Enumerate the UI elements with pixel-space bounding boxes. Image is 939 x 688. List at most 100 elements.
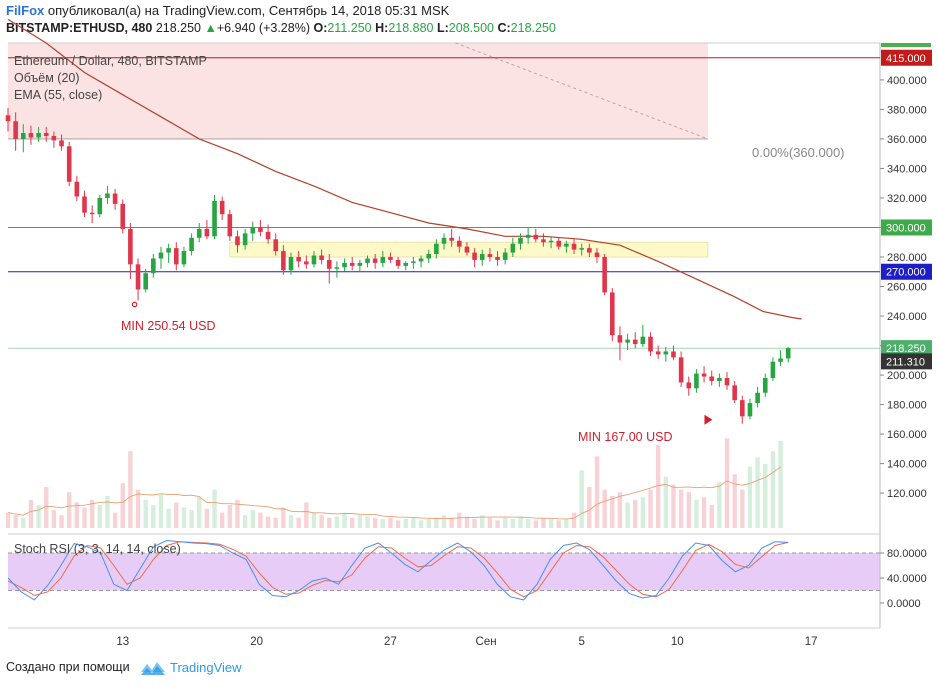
- candle-body: [326, 259, 332, 269]
- x-tick-label: 13: [116, 636, 129, 648]
- candle-body: [632, 339, 638, 345]
- candle: [518, 233, 523, 250]
- candle-body: [36, 133, 41, 138]
- candle-body: [663, 351, 669, 355]
- volume-bar: [135, 489, 141, 528]
- volume-bar: [158, 494, 164, 528]
- volume-bar: [395, 520, 401, 528]
- candle: [372, 254, 378, 269]
- candle: [181, 246, 187, 268]
- volume-bar: [74, 502, 80, 528]
- volume-bar: [678, 489, 684, 528]
- stoch-rsi-pane: [7, 539, 789, 601]
- candle-body: [579, 248, 584, 250]
- volume-bar: [426, 519, 431, 528]
- candle-body: [242, 233, 248, 246]
- high-value: 218.880: [388, 21, 434, 35]
- candle: [296, 251, 301, 268]
- volume-bar: [51, 510, 57, 528]
- price-badge-218.250: 218.250: [886, 343, 926, 355]
- candle-body: [472, 252, 477, 260]
- candle-body: [487, 254, 493, 257]
- candles: [5, 107, 791, 424]
- publisher-name[interactable]: FilFox: [6, 3, 45, 18]
- candle: [495, 251, 500, 266]
- volume-bar: [724, 438, 730, 528]
- volume-bar: [59, 515, 64, 528]
- volume-bar: [763, 464, 768, 528]
- volume-bar: [281, 507, 286, 528]
- candle: [717, 373, 722, 387]
- candle-body: [770, 361, 776, 378]
- y-tick-label: 380.000: [887, 104, 927, 116]
- candle: [609, 287, 615, 342]
- axis-top-bar: [881, 43, 931, 47]
- volume-bar: [701, 497, 707, 528]
- candle-body: [166, 248, 171, 253]
- candle-body: [219, 200, 225, 215]
- candle: [204, 220, 210, 240]
- y-tick-label: 340.000: [887, 163, 927, 175]
- volume-bar: [655, 444, 661, 528]
- volume-bar: [648, 489, 653, 528]
- candle-body: [250, 227, 256, 234]
- candle-body: [173, 248, 179, 265]
- ema-line: [7, 18, 802, 320]
- candle: [686, 376, 692, 396]
- rsi-tick-label: 80.0000: [887, 548, 927, 560]
- candle: [747, 398, 753, 420]
- close-value: 218.250: [510, 21, 556, 35]
- volume-bar: [640, 497, 646, 528]
- candle-body: [388, 256, 393, 260]
- candle: [655, 345, 661, 359]
- candle: [541, 233, 546, 247]
- candle: [502, 248, 508, 265]
- tradingview-logo-icon[interactable]: [140, 658, 166, 678]
- candle: [342, 258, 347, 272]
- volume-bar: [755, 457, 760, 528]
- y-tick-label: 320.000: [887, 193, 927, 205]
- volume-bar: [594, 456, 600, 528]
- ohlc-header: BITSTAMP:ETHUSD, 480 218.250 ▲+6.940 (+3…: [6, 21, 556, 35]
- created-with: Создано при помощи: [6, 660, 130, 674]
- last-price: 218.250: [155, 21, 201, 35]
- volume-bar: [717, 481, 722, 528]
- candle: [579, 243, 584, 256]
- candle: [319, 249, 324, 265]
- publish-header: FilFox опубликовал(а) на TradingView.com…: [6, 3, 449, 18]
- candle-body: [311, 255, 317, 265]
- x-tick-label: 5: [578, 636, 584, 648]
- candle-body: [510, 243, 516, 253]
- candle-body: [678, 357, 684, 383]
- candle-body: [464, 246, 470, 253]
- volume-bar: [487, 517, 493, 528]
- candle-body: [426, 254, 432, 259]
- candle-body: [441, 237, 447, 244]
- tradingview-link[interactable]: TradingView: [170, 660, 242, 675]
- candle-body: [212, 200, 217, 237]
- volume-bar: [235, 499, 240, 528]
- volume-bar: [120, 483, 125, 528]
- x-tick-label: 10: [671, 636, 684, 648]
- candle: [625, 333, 630, 350]
- volume-bar: [357, 515, 363, 528]
- price-badge-bg: [881, 353, 932, 370]
- volume-bar: [105, 496, 110, 528]
- symbol-label: BITSTAMP:ETHUSD, 480: [6, 21, 153, 35]
- candle-body: [357, 262, 363, 266]
- candle: [403, 261, 409, 271]
- volume-bar: [480, 515, 485, 528]
- candle: [189, 233, 194, 256]
- candle-body: [403, 262, 409, 266]
- stoch-k-line: [7, 539, 789, 601]
- volume-bar: [464, 516, 470, 528]
- candle: [778, 349, 783, 367]
- volume-bar: [770, 451, 776, 528]
- x-tick-label: 27: [384, 636, 397, 648]
- candle: [334, 261, 340, 278]
- min-right-arrow-icon: [704, 414, 713, 425]
- volume-bar: [143, 499, 148, 528]
- candle: [281, 245, 286, 275]
- candle-body: [694, 373, 699, 389]
